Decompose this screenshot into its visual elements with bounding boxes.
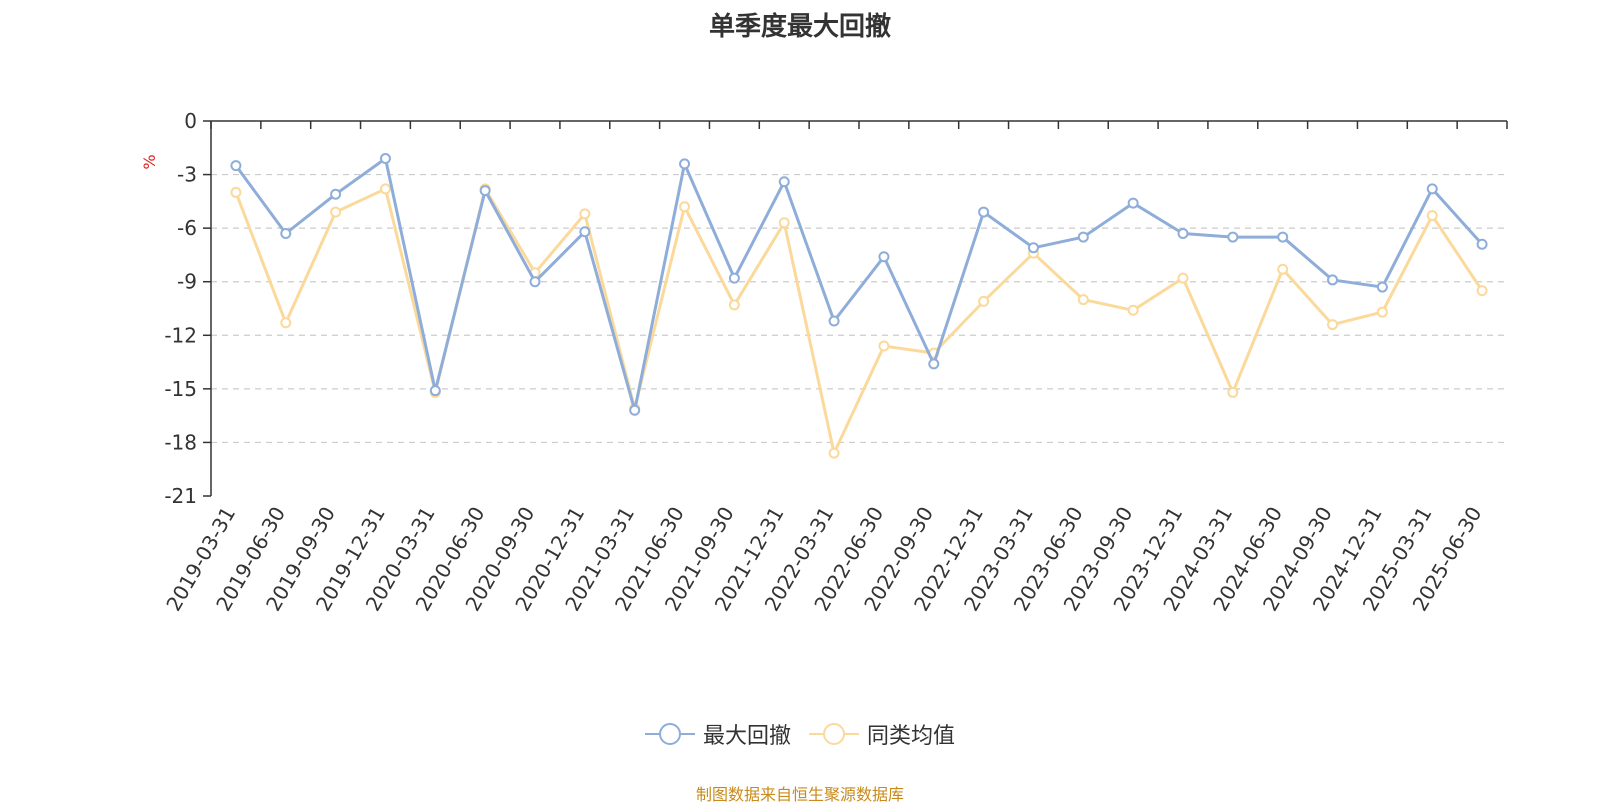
data-point bbox=[280, 228, 292, 239]
data-point bbox=[429, 385, 441, 397]
y-tick-label: -3 bbox=[177, 163, 197, 187]
data-point bbox=[330, 188, 342, 200]
y-tick-label: -15 bbox=[164, 377, 197, 401]
data-point bbox=[1327, 274, 1339, 286]
data-point bbox=[479, 185, 491, 197]
y-tick-label: -12 bbox=[164, 323, 197, 347]
legend-swatch bbox=[809, 723, 859, 745]
data-point bbox=[728, 299, 740, 311]
data-point bbox=[629, 404, 641, 416]
data-point bbox=[1027, 242, 1039, 254]
data-point bbox=[679, 158, 691, 170]
data-point bbox=[978, 206, 990, 218]
data-point bbox=[1277, 231, 1289, 243]
data-point bbox=[778, 176, 790, 188]
data-point bbox=[1426, 210, 1438, 222]
data-point bbox=[230, 160, 242, 172]
data-point bbox=[1077, 231, 1089, 243]
data-point bbox=[1177, 272, 1189, 284]
data-point bbox=[1277, 263, 1289, 275]
data-point bbox=[679, 201, 691, 213]
data-point bbox=[1227, 386, 1239, 398]
data-point bbox=[1227, 231, 1239, 243]
data-point bbox=[1127, 197, 1139, 209]
legend-swatch bbox=[644, 723, 695, 745]
data-point bbox=[878, 340, 890, 352]
series-line bbox=[234, 157, 1484, 412]
data-point bbox=[280, 317, 292, 329]
data-point bbox=[330, 206, 342, 218]
data-point bbox=[1177, 228, 1189, 239]
y-axis-label: % bbox=[140, 154, 159, 169]
data-point bbox=[1327, 319, 1339, 331]
data-point bbox=[379, 183, 391, 195]
data-point bbox=[828, 447, 840, 459]
chart-title: 单季度最大回撤 bbox=[708, 12, 891, 42]
data-point bbox=[1426, 183, 1438, 195]
data-point bbox=[828, 315, 840, 327]
legend-item[interactable]: 同类均值 bbox=[809, 718, 955, 750]
data-point bbox=[1376, 281, 1388, 293]
y-tick-label: -21 bbox=[164, 484, 197, 508]
data-point bbox=[928, 358, 940, 370]
legend-item[interactable]: 最大回撤 bbox=[644, 718, 791, 750]
data-point bbox=[579, 208, 591, 220]
data-point bbox=[1127, 304, 1139, 316]
y-tick-label: -9 bbox=[177, 270, 197, 294]
legend-label: 同类均值 bbox=[867, 724, 956, 749]
legend: 最大回撤 同类均值 bbox=[0, 718, 1600, 750]
data-point bbox=[978, 295, 990, 307]
y-tick-label: 0 bbox=[184, 109, 197, 133]
data-point bbox=[1376, 306, 1388, 318]
data-point bbox=[529, 276, 541, 288]
data-point bbox=[778, 217, 790, 229]
data-point bbox=[1077, 294, 1089, 306]
data-point bbox=[379, 153, 391, 164]
legend-label: 最大回撤 bbox=[702, 724, 791, 749]
y-tick-label: -18 bbox=[164, 430, 197, 454]
data-point bbox=[878, 251, 890, 263]
data-point bbox=[728, 272, 740, 284]
data-point bbox=[579, 226, 591, 238]
data-point bbox=[230, 186, 242, 198]
data-point bbox=[1476, 238, 1488, 250]
data-point bbox=[1476, 285, 1488, 297]
y-tick-label: -6 bbox=[177, 216, 197, 240]
source-note: 制图数据来自恒生聚源数据库 bbox=[695, 785, 904, 804]
